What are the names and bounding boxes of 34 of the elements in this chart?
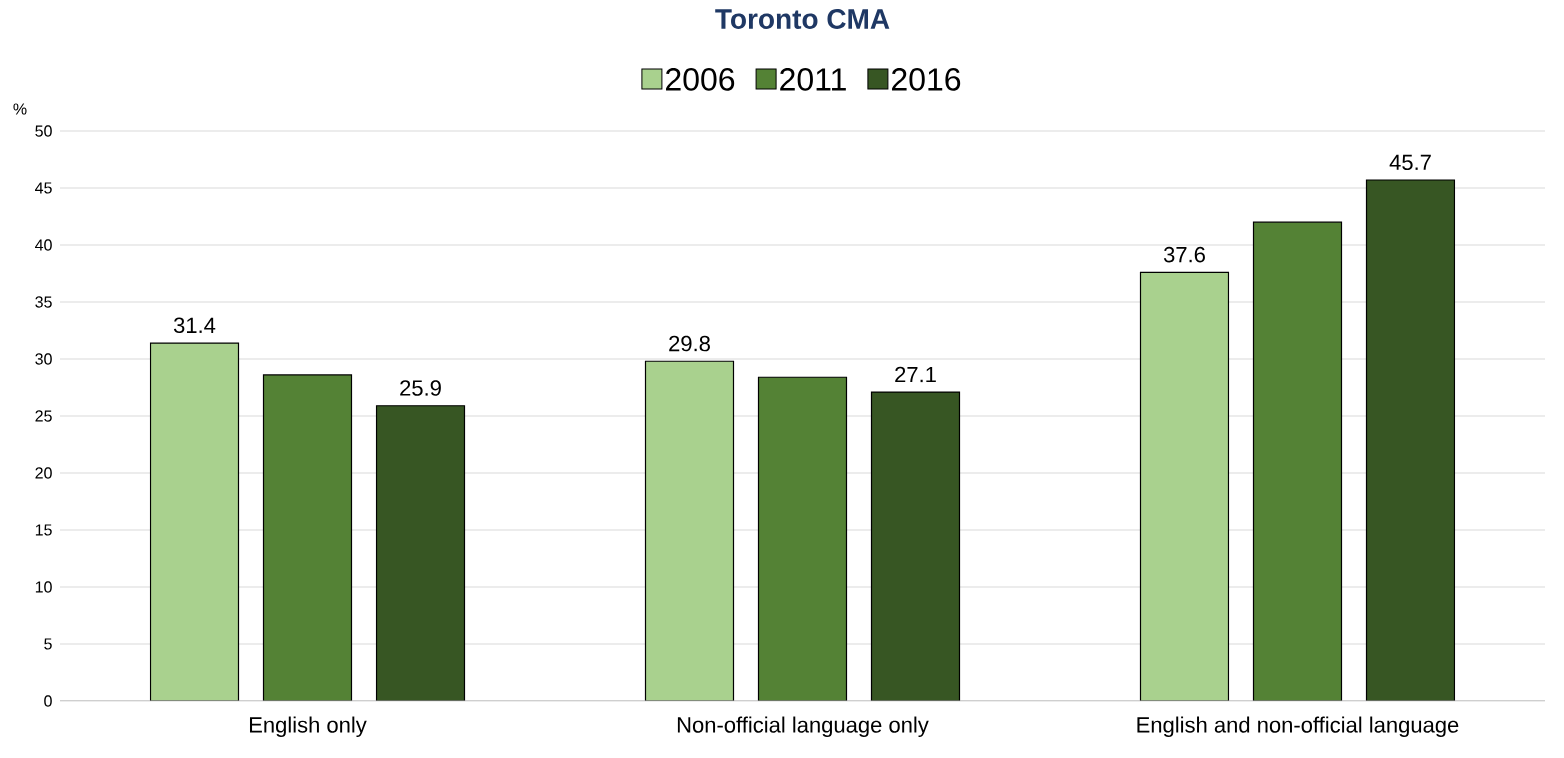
bar (1252, 221, 1343, 701)
legend-label: 2011 (780, 68, 846, 91)
data-label: 27.1 (895, 366, 936, 383)
x-tick-label: English only (249, 716, 367, 738)
bar (375, 405, 466, 701)
bar (870, 391, 961, 701)
y-tick-label: 5 (44, 638, 52, 650)
legend-label: 2016 (892, 68, 961, 91)
data-label: 37.6 (1163, 246, 1205, 263)
bar (149, 342, 240, 701)
bar (1365, 179, 1456, 701)
y-tick-label: 0 (44, 695, 52, 707)
y-tick-label: 20 (35, 467, 52, 479)
chart-title: Toronto CMA (715, 9, 890, 29)
data-label: 45.7 (1389, 154, 1431, 171)
data-label: 31.4 (173, 317, 216, 334)
bar (644, 360, 735, 701)
x-tick-label: English and non-official language (1137, 716, 1459, 738)
y-tick-label: 50 (35, 125, 52, 137)
y-axis-title: % (13, 103, 27, 115)
data-label: 25.9 (400, 380, 441, 396)
y-tick-label: 15 (35, 524, 52, 536)
x-tick-label: Non-official language only (677, 716, 929, 738)
y-tick-label: 25 (35, 410, 52, 422)
y-tick-label: 30 (35, 353, 52, 365)
bar (757, 376, 848, 701)
legend-label: 2006 (666, 68, 735, 91)
bar (262, 374, 353, 701)
y-tick-label: 10 (35, 581, 52, 593)
data-label: 29.8 (669, 335, 710, 352)
y-tick-label: 35 (35, 296, 52, 308)
y-tick-label: 40 (35, 239, 52, 251)
y-tick-label: 45 (35, 182, 52, 194)
bar (1139, 271, 1230, 701)
